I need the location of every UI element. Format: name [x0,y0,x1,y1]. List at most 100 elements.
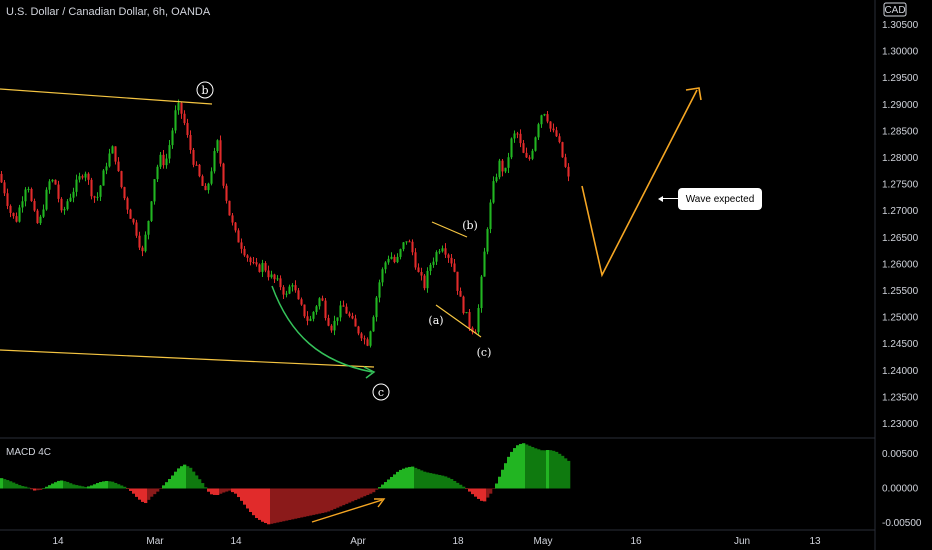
macd-bar [354,488,358,501]
macd-bar [534,448,538,489]
candle-body [84,173,87,178]
price-axis: 1.30500 1.30000 1.29500 1.29000 1.28500 1.280… [882,20,919,430]
macd-bar [264,488,268,524]
macd-bar [9,481,13,489]
macd-bar [186,466,190,489]
candle-body [285,293,288,295]
candle-body [129,209,132,219]
macd-bar [549,450,553,489]
macd-bar [96,483,100,489]
candle-body [210,171,213,184]
macd-axis: 0.00500 0.00000 -0.00500 [882,449,922,529]
macd-bar [249,488,253,513]
macd-bar [426,472,430,489]
macd-bar [24,486,28,489]
macd-bar [432,473,436,489]
candle-body [195,164,198,166]
wave-a-minor-label: (a) [428,314,443,327]
macd-bar [93,484,97,489]
macd-bar [348,488,352,503]
minor-lower-trendline [435,304,482,338]
candle-body [111,146,114,154]
candle-body [126,198,129,210]
macd-bar [72,484,76,489]
macd-bar [75,485,79,489]
macd-bar [246,488,250,509]
candle-body [291,285,294,287]
macd-bar [165,482,169,489]
macd-bar [477,488,481,499]
macd-bar [438,474,442,489]
macd-bar [537,449,541,489]
candle-body [348,313,351,316]
candle-body [489,202,492,230]
macd-bar [171,475,175,489]
candle-body [441,248,444,252]
candle-body [429,264,432,271]
price-tick-label: 1.27500 [882,180,919,191]
macd-bar [216,488,220,496]
macd-bar [489,488,493,494]
candle-body [567,166,570,177]
price-tick-label: 1.25500 [882,286,919,297]
candle-body [186,123,189,136]
macd-bar [336,488,340,508]
candle-body [174,110,177,131]
candle-body [252,262,255,264]
candle-body [261,263,264,272]
macd-bar [69,483,73,489]
candle-body [54,179,57,185]
macd-bar [498,476,502,489]
candle-body [558,136,561,143]
macd-bar [327,488,331,512]
candle-body [399,249,402,257]
macd-bar [516,445,520,489]
macd-bar [36,488,40,491]
macd-bar [393,474,397,489]
price-tick-label: 1.24500 [882,339,919,350]
candle-body [453,263,456,272]
time-tick-label: Mar [146,536,164,547]
macd-bar [444,476,448,489]
upper-trendline [0,88,213,105]
macd-bar [162,485,166,489]
macd-bar [543,450,547,489]
macd-bar [558,453,562,489]
candle-body [204,185,207,191]
macd-bar [300,488,304,518]
macd-bar [108,481,112,489]
candle-body [342,305,345,307]
candle-body [27,188,30,190]
candle-body [273,274,276,280]
macd-bar [33,488,37,491]
price-tick-label: 1.27000 [882,206,919,217]
price-tick-label: 1.23500 [882,392,919,403]
candle-body [480,276,483,309]
candle-body [279,278,282,288]
candle-body [315,306,318,312]
macd-bar [345,488,349,504]
candle-body [561,142,564,158]
candle-body [312,311,315,319]
candle-body [231,215,234,223]
macd-bar [240,488,244,501]
candle-body [534,137,537,151]
candle-body [42,209,45,217]
macd-bar [27,487,31,489]
candle-body [102,170,105,186]
candle-body [237,230,240,243]
macd-bar [198,479,202,489]
macd-bar [111,481,115,489]
macd-bar [204,487,208,489]
candle-body [510,138,513,158]
macd-tick-label: 0.00000 [882,484,919,495]
macd-bar [51,483,55,489]
currency-badge-box [883,2,907,17]
candle-body [30,188,33,201]
candle-body [135,222,138,236]
candle-body [36,210,39,224]
macd-bar [126,488,130,489]
macd-bar [147,488,151,500]
